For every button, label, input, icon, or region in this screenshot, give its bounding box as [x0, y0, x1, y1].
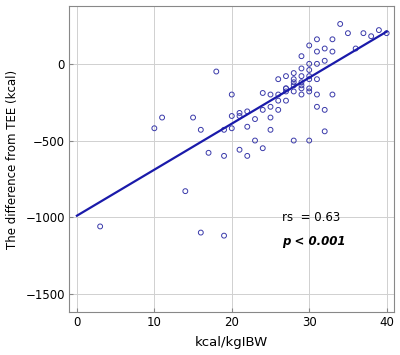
Point: [182, 188, 188, 194]
Point: [290, 138, 297, 143]
Point: [290, 82, 297, 88]
Point: [298, 73, 305, 79]
Point: [290, 80, 297, 85]
Point: [306, 138, 312, 143]
Point: [337, 21, 343, 27]
Point: [267, 127, 274, 133]
Point: [345, 30, 351, 36]
Point: [329, 49, 336, 54]
Point: [384, 30, 390, 36]
Point: [221, 127, 227, 133]
Point: [290, 89, 297, 94]
Point: [314, 61, 320, 67]
Point: [260, 107, 266, 113]
Point: [198, 127, 204, 133]
Point: [298, 86, 305, 91]
Point: [213, 69, 220, 74]
Point: [236, 110, 243, 116]
Point: [236, 113, 243, 119]
Point: [322, 129, 328, 134]
Point: [306, 86, 312, 91]
Point: [260, 90, 266, 96]
Point: [252, 138, 258, 143]
Point: [151, 125, 158, 131]
Point: [322, 107, 328, 113]
Point: [260, 145, 266, 151]
Point: [306, 43, 312, 48]
Point: [298, 80, 305, 85]
Text: p < 0.001: p < 0.001: [282, 235, 346, 248]
Point: [275, 98, 282, 104]
Point: [275, 92, 282, 97]
Point: [275, 76, 282, 82]
Point: [244, 153, 250, 159]
Text: rs  = 0.63: rs = 0.63: [282, 211, 340, 224]
Point: [306, 76, 312, 82]
Point: [314, 104, 320, 110]
Point: [329, 92, 336, 97]
Point: [198, 230, 204, 235]
Point: [283, 89, 289, 94]
Point: [283, 98, 289, 104]
Point: [244, 124, 250, 130]
Point: [306, 61, 312, 67]
Point: [298, 92, 305, 97]
Point: [314, 92, 320, 97]
Point: [205, 150, 212, 155]
X-axis label: kcal/kgIBW: kcal/kgIBW: [195, 337, 268, 349]
Point: [298, 53, 305, 59]
Point: [283, 73, 289, 79]
Point: [267, 115, 274, 120]
Point: [283, 86, 289, 91]
Point: [190, 115, 196, 120]
Point: [314, 76, 320, 82]
Point: [314, 49, 320, 54]
Point: [221, 153, 227, 159]
Point: [228, 92, 235, 97]
Point: [306, 73, 312, 79]
Point: [236, 147, 243, 153]
Point: [275, 107, 282, 113]
Point: [97, 224, 103, 229]
Point: [360, 30, 367, 36]
Point: [290, 76, 297, 82]
Point: [221, 233, 227, 239]
Point: [306, 89, 312, 94]
Point: [267, 104, 274, 110]
Point: [368, 33, 374, 39]
Point: [329, 37, 336, 42]
Point: [244, 109, 250, 114]
Point: [376, 27, 382, 33]
Point: [159, 115, 165, 120]
Point: [314, 37, 320, 42]
Point: [228, 113, 235, 119]
Point: [228, 125, 235, 131]
Point: [267, 92, 274, 97]
Point: [322, 46, 328, 51]
Point: [283, 86, 289, 91]
Point: [290, 70, 297, 76]
Y-axis label: The difference from TEE (kcal): The difference from TEE (kcal): [6, 69, 18, 248]
Point: [322, 58, 328, 64]
Point: [298, 66, 305, 71]
Point: [352, 46, 359, 51]
Point: [252, 116, 258, 122]
Point: [306, 67, 312, 73]
Point: [298, 82, 305, 88]
